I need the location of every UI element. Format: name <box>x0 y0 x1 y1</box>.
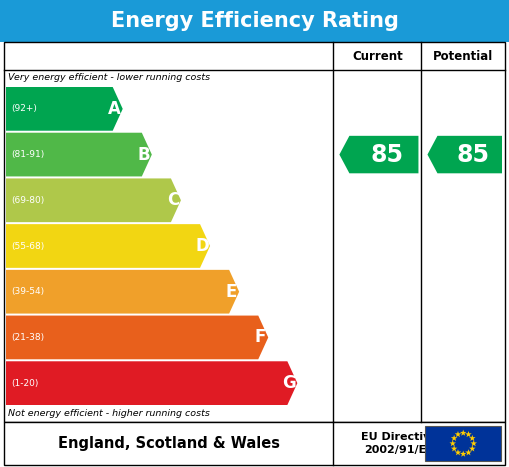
Text: D: D <box>195 237 209 255</box>
Polygon shape <box>469 446 475 452</box>
Polygon shape <box>455 431 461 437</box>
Polygon shape <box>449 440 456 446</box>
Bar <box>4 422 505 465</box>
Polygon shape <box>469 435 475 441</box>
Text: (21-38): (21-38) <box>11 333 44 342</box>
Polygon shape <box>460 451 466 457</box>
Polygon shape <box>6 224 210 268</box>
Polygon shape <box>6 133 152 177</box>
Text: F: F <box>254 328 266 347</box>
Text: (55-68): (55-68) <box>11 241 44 250</box>
Text: B: B <box>137 146 150 163</box>
Polygon shape <box>451 435 458 441</box>
Text: Potential: Potential <box>433 50 493 63</box>
Text: (81-91): (81-91) <box>11 150 44 159</box>
Text: Not energy efficient - higher running costs: Not energy efficient - higher running co… <box>8 410 210 418</box>
Polygon shape <box>6 361 297 405</box>
Polygon shape <box>6 87 123 131</box>
Polygon shape <box>465 449 472 455</box>
Text: 85: 85 <box>371 142 404 167</box>
Text: 85: 85 <box>456 142 489 167</box>
Text: (39-54): (39-54) <box>11 287 44 296</box>
Polygon shape <box>428 136 502 173</box>
Bar <box>4 42 505 422</box>
Text: A: A <box>108 100 121 118</box>
Polygon shape <box>460 430 466 436</box>
Text: (69-80): (69-80) <box>11 196 44 205</box>
Polygon shape <box>6 178 181 222</box>
Text: Energy Efficiency Rating: Energy Efficiency Rating <box>110 11 399 31</box>
Text: (1-20): (1-20) <box>11 379 38 388</box>
Polygon shape <box>340 136 418 173</box>
Polygon shape <box>6 316 268 359</box>
Polygon shape <box>6 270 239 313</box>
Text: E: E <box>225 283 237 301</box>
Bar <box>426 426 501 461</box>
Text: (92+): (92+) <box>11 104 37 113</box>
Polygon shape <box>470 440 477 446</box>
Bar <box>0 0 509 42</box>
Text: EU Directive
2002/91/EC: EU Directive 2002/91/EC <box>361 432 438 455</box>
Text: Current: Current <box>352 50 403 63</box>
Text: C: C <box>167 191 179 209</box>
Text: England, Scotland & Wales: England, Scotland & Wales <box>58 436 280 451</box>
Text: G: G <box>282 374 296 392</box>
Polygon shape <box>465 431 472 437</box>
Text: Very energy efficient - lower running costs: Very energy efficient - lower running co… <box>8 73 210 83</box>
Polygon shape <box>455 449 461 455</box>
Polygon shape <box>451 446 458 452</box>
